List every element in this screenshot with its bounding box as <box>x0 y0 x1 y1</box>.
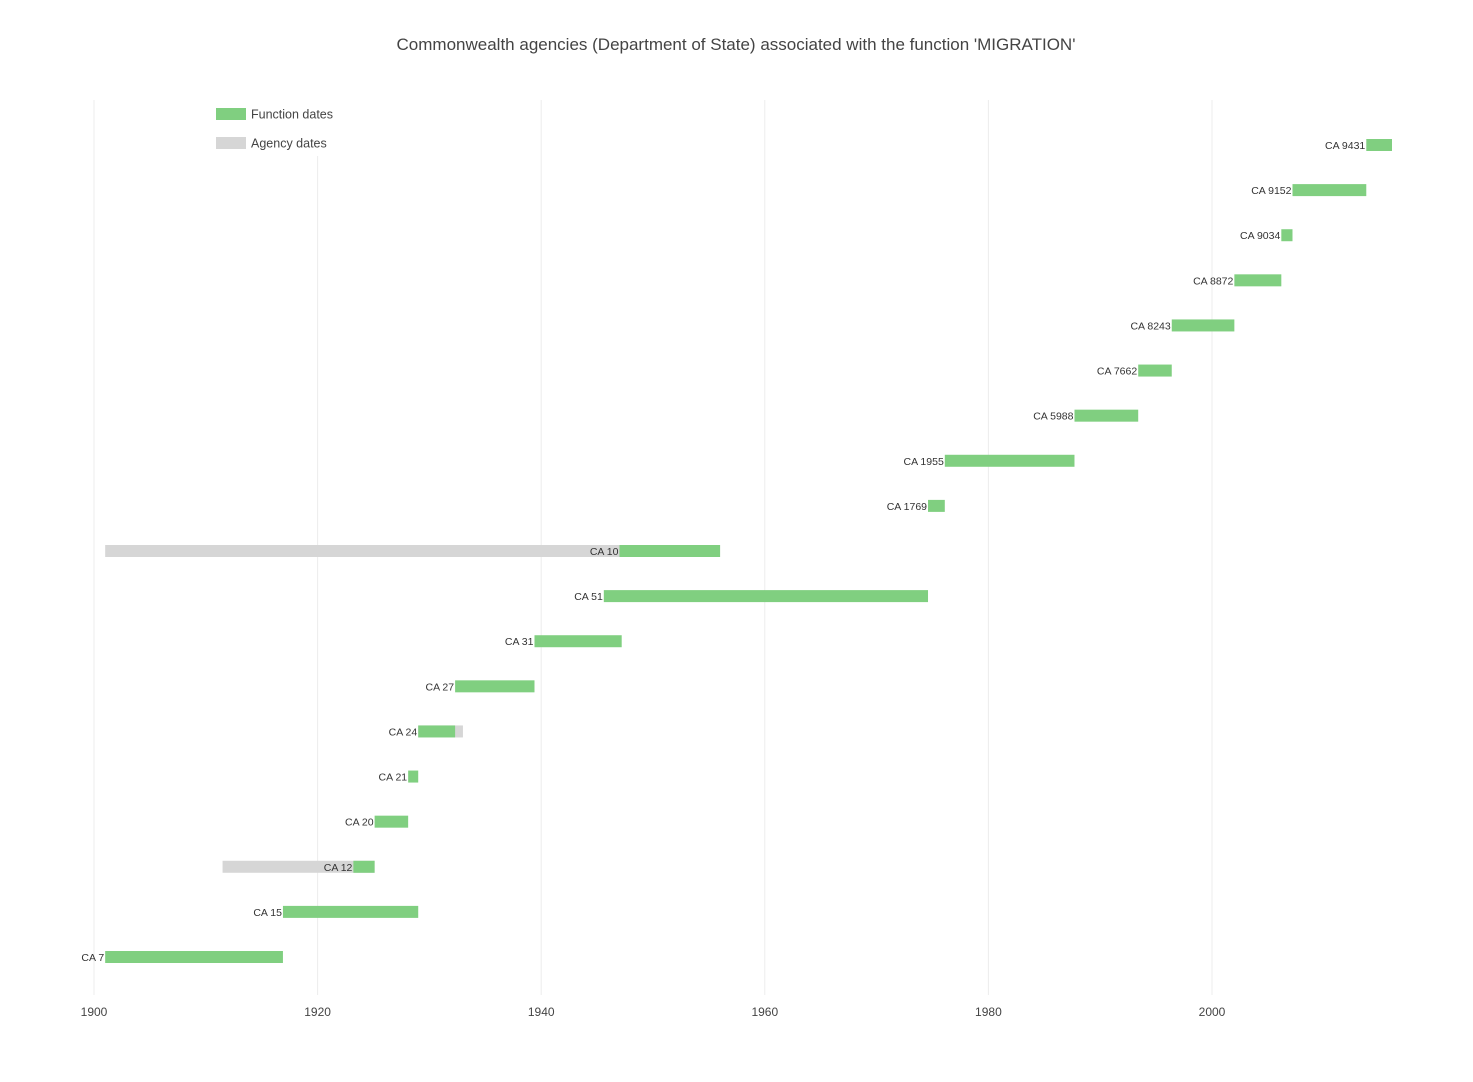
legend-label-agency: Agency dates <box>251 137 327 151</box>
x-tick-label: 2000 <box>1199 1005 1226 1019</box>
bar-label: CA 10 <box>590 546 619 558</box>
function-dates-bar[interactable] <box>105 951 283 963</box>
agency-dates-bar[interactable] <box>222 860 375 873</box>
legend-item-agency[interactable]: Agency dates <box>216 137 327 151</box>
x-tick-label: 1960 <box>751 1005 778 1019</box>
x-tick-label: 1900 <box>81 1005 108 1019</box>
legend-swatch-agency <box>216 137 246 149</box>
function-dates-bar[interactable] <box>374 815 409 828</box>
legend-label-function: Function dates <box>251 108 333 122</box>
bar-label: CA 9034 <box>1240 230 1280 242</box>
bar-label: CA 21 <box>379 772 408 784</box>
function-dates-bar[interactable] <box>353 860 375 873</box>
bar-label: CA 12 <box>324 862 353 874</box>
x-tick-label: 1920 <box>304 1005 331 1019</box>
function-dates-bar[interactable] <box>282 905 419 918</box>
x-axis-ticks: 1900 1920 1940 1960 1980 2000 <box>81 1005 1226 1019</box>
function-dates-bar[interactable] <box>455 680 535 693</box>
function-dates-bar[interactable] <box>1138 364 1172 377</box>
bar-label: CA 1769 <box>887 501 927 513</box>
bar-label: CA 8243 <box>1130 320 1170 332</box>
bar-label: CA 5988 <box>1033 411 1073 423</box>
function-dates-bar[interactable] <box>418 725 456 738</box>
bar-label: CA 7662 <box>1097 366 1137 378</box>
bar-label: CA 51 <box>574 591 603 603</box>
bar-label: CA 1955 <box>904 456 944 468</box>
bar-label: CA 27 <box>426 681 455 693</box>
function-dates-bar[interactable] <box>408 770 419 783</box>
function-dates-bar[interactable] <box>944 454 1075 467</box>
chart-title: Commonwealth agencies (Department of Sta… <box>397 35 1076 54</box>
bar-label: CA 9152 <box>1251 185 1291 197</box>
legend-swatch-function <box>216 108 246 120</box>
function-dates-bar[interactable] <box>1281 229 1293 242</box>
function-dates-bar[interactable] <box>1234 274 1282 287</box>
bars <box>105 139 1392 963</box>
bar-labels: CA 7 CA 15 CA 12 CA 20 CA 21 CA 24 CA 27 CA 31 C… <box>81 140 1365 964</box>
x-tick-label: 1940 <box>528 1005 555 1019</box>
function-dates-bar[interactable] <box>1366 139 1392 151</box>
function-dates-bar[interactable] <box>1074 409 1139 422</box>
function-dates-bar[interactable] <box>603 590 929 603</box>
bar-label: CA 7 <box>81 952 104 964</box>
function-dates-bar[interactable] <box>1292 184 1367 197</box>
bar-label: CA 15 <box>253 907 282 919</box>
bar-label: CA 20 <box>345 817 374 829</box>
bar-label: CA 9431 <box>1325 140 1365 152</box>
function-dates-bar[interactable] <box>1171 319 1235 332</box>
legend[interactable]: Function dates Agency dates <box>212 100 342 156</box>
x-tick-label: 1980 <box>975 1005 1002 1019</box>
legend-item-function[interactable]: Function dates <box>216 108 333 122</box>
bar-label: CA 24 <box>389 726 418 738</box>
function-dates-bar[interactable] <box>534 635 622 648</box>
function-dates-bar[interactable] <box>928 499 945 512</box>
agency-dates-bar[interactable] <box>105 545 721 557</box>
bar-label: CA 8872 <box>1193 275 1233 287</box>
bar-label: CA 31 <box>505 636 534 648</box>
function-dates-bar[interactable] <box>619 545 721 557</box>
